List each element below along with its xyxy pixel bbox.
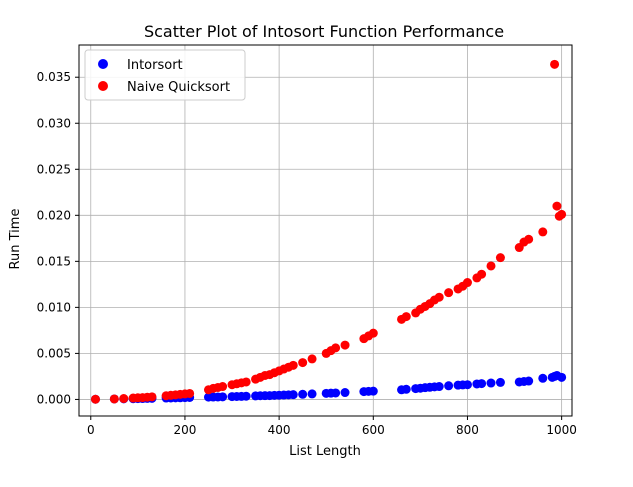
x-axis-label: List Length [289,444,361,459]
x-tick-label: 0 [87,423,95,437]
data-points [90,59,567,404]
data-point [298,358,308,368]
data-point [288,390,298,400]
data-point [340,340,350,350]
data-point [340,388,350,398]
data-point [90,394,100,404]
data-point [557,372,567,382]
data-point [495,377,505,387]
data-point [288,360,298,370]
data-point [524,234,534,244]
data-point [109,394,119,404]
data-point [119,394,129,404]
x-tick-label: 800 [456,423,479,437]
y-axis-label: Run Time [8,209,23,270]
data-point [462,380,472,390]
data-point [218,392,228,402]
data-point [307,354,317,364]
legend-label-naive-quicksort: Naive Quicksort [127,80,230,95]
x-tick-label: 1000 [546,423,577,437]
data-point [538,227,548,237]
data-point [444,381,454,391]
y-tick-label: 0.020 [37,208,71,222]
data-point [434,292,444,302]
legend-marker-intorsort [98,59,108,69]
y-tick-label: 0.035 [37,70,71,84]
data-point [331,388,341,398]
data-point [368,328,378,338]
data-point [477,269,487,279]
y-tick-label: 0.030 [37,116,71,130]
data-point [298,389,308,399]
data-point [401,312,411,322]
data-point [554,211,564,221]
y-axis-ticks: 0.000 0.005 0.010 0.015 0.020 0.025 0.030 0.035 [37,70,79,406]
data-point [218,382,228,392]
data-point [368,386,378,396]
data-point [185,388,195,398]
data-point [538,373,548,383]
legend: Intorsort Naive Quicksort [84,49,246,101]
data-point [550,59,560,69]
y-tick-label: 0.000 [37,392,71,406]
data-point [147,392,157,402]
data-point [462,278,472,288]
legend-label-intorsort: Intorsort [127,58,183,73]
series-1 [90,59,567,404]
plot-frame [78,44,573,417]
data-point [331,343,341,353]
x-tick-label: 200 [173,423,196,437]
data-point [495,253,505,263]
data-point [241,377,251,387]
data-point [241,391,251,401]
data-point [401,384,411,394]
data-point [486,261,496,271]
data-point [307,389,317,399]
x-tick-label: 400 [268,423,291,437]
y-tick-label: 0.025 [37,162,71,176]
legend-marker-naive-quicksort [98,81,108,91]
x-tick-label: 600 [362,423,385,437]
data-point [552,201,562,211]
data-point [477,379,487,389]
chart-title: Scatter Plot of Intosort Function Perfor… [144,22,504,41]
data-point [434,382,444,392]
y-tick-label: 0.010 [37,300,71,314]
grid [79,45,572,416]
y-tick-label: 0.015 [37,254,71,268]
x-axis-ticks: 0 200 400 600 800 1000 [87,416,577,437]
data-point [444,288,454,298]
legend-box [84,49,246,101]
y-tick-label: 0.005 [37,346,71,360]
data-point [524,376,534,386]
data-point [486,378,496,388]
